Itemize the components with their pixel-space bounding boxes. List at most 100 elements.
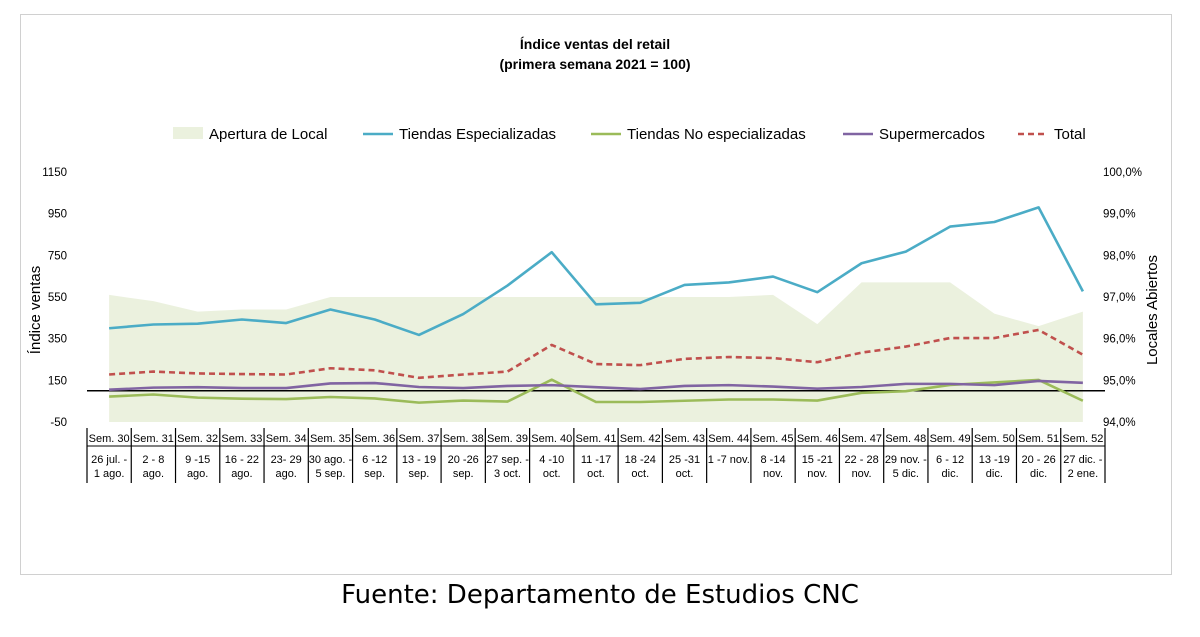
category-date-label: nov. — [852, 468, 872, 480]
category-week-label: Sem. 44 — [708, 433, 749, 445]
category-date-label: nov. — [807, 468, 827, 480]
series-line-total — [109, 328, 1084, 380]
y2-tick-label: 96,0% — [1103, 334, 1136, 346]
chart-frame: Índice ventas del retail (primera semana… — [20, 14, 1172, 575]
category-date-label: dic. — [1030, 468, 1047, 480]
y-tick-label: 950 — [48, 209, 67, 221]
category-week-label: Sem. 34 — [266, 433, 307, 445]
category-date-label: oct. — [631, 468, 649, 480]
category-date-label: 13 - 19 — [402, 454, 436, 466]
category-week-label: Sem. 36 — [354, 433, 395, 445]
chart-title: Índice ventas del retail — [520, 36, 670, 52]
category-date-label: ago. — [275, 468, 296, 480]
y-tick-label: 350 — [48, 334, 67, 346]
category-date-label: 8 -14 — [761, 454, 786, 466]
category-week-label: Sem. 40 — [531, 433, 572, 445]
category-date-label: 20 -26 — [448, 454, 479, 466]
category-week-label: Sem. 30 — [89, 433, 130, 445]
category-date-label: 6 -12 — [362, 454, 387, 466]
category-date-label: oct. — [543, 468, 561, 480]
y2-tick-label: 95,0% — [1103, 375, 1136, 387]
category-week-label: Sem. 43 — [664, 433, 705, 445]
legend-label-tiendas-no-especializadas: Tiendas No especializadas — [627, 126, 806, 143]
y-tick-label: -50 — [50, 417, 67, 429]
category-week-label: Sem. 31 — [133, 433, 174, 445]
category-week-label: Sem. 49 — [930, 433, 971, 445]
category-date-label: dic. — [942, 468, 959, 480]
category-week-label: Sem. 51 — [1018, 433, 1059, 445]
category-week-label: Sem. 46 — [797, 433, 838, 445]
category-date-label: 3 oct. — [494, 468, 521, 480]
category-week-label: Sem. 41 — [576, 433, 617, 445]
legend: Apertura de Local Tiendas Especializadas T… — [173, 126, 1086, 143]
category-date-label: 2 ene. — [1068, 468, 1099, 480]
category-date-label: 15 -21 — [802, 454, 833, 466]
legend-label-total: Total — [1054, 126, 1086, 143]
category-date-label: 9 -15 — [185, 454, 210, 466]
category-date-label: oct. — [587, 468, 605, 480]
source-caption: Fuente: Departamento de Estudios CNC — [341, 580, 859, 610]
y2-tick-label: 98,0% — [1103, 250, 1136, 262]
category-date-label: 30 ago. - — [309, 454, 353, 466]
category-week-label: Sem. 39 — [487, 433, 528, 445]
y2-axis-title: Locales Abiertos — [1144, 255, 1161, 365]
category-date-label: 20 - 26 — [1021, 454, 1055, 466]
y2-tick-label: 99,0% — [1103, 209, 1136, 221]
category-date-label: 2 - 8 — [142, 454, 164, 466]
category-date-label: 22 - 28 — [844, 454, 878, 466]
category-date-label: 1 ago. — [94, 468, 125, 480]
category-date-label: ago. — [231, 468, 252, 480]
y-axis-left: 1150 950 750 550 350 150 -50 — [42, 167, 67, 429]
category-week-label: Sem. 47 — [841, 433, 882, 445]
y-axis-title: Índice ventas — [27, 266, 44, 354]
y2-tick-label: 97,0% — [1103, 292, 1136, 304]
category-date-label: 13 -19 — [979, 454, 1010, 466]
category-date-label: 5 sep. — [315, 468, 345, 480]
y-tick-label: 1150 — [42, 167, 67, 179]
category-date-label: 27 dic. - — [1063, 454, 1102, 466]
category-date-label: ago. — [187, 468, 208, 480]
category-date-label: 4 -10 — [539, 454, 564, 466]
category-date-label: 27 sep. - — [486, 454, 529, 466]
category-week-label: Sem. 52 — [1062, 433, 1103, 445]
category-date-label: 5 dic. — [893, 468, 919, 480]
legend-label-tiendas-especializadas: Tiendas Especializadas — [399, 126, 556, 143]
y-tick-label: 750 — [48, 250, 67, 262]
category-week-label: Sem. 42 — [620, 433, 661, 445]
category-week-label: Sem. 38 — [443, 433, 484, 445]
category-date-label: nov. — [763, 468, 783, 480]
series-line-supermercados — [109, 379, 1083, 392]
legend-label-supermercados: Supermercados — [879, 126, 985, 143]
y2-tick-label: 100,0% — [1103, 167, 1142, 179]
category-date-label: oct. — [676, 468, 694, 480]
category-date-label: 18 -24 — [625, 454, 656, 466]
chart-svg: Índice ventas del retail (primera semana… — [27, 36, 1161, 483]
category-week-label: Sem. 35 — [310, 433, 351, 445]
category-date-label: 1 -7 nov. — [708, 454, 750, 466]
category-week-label: Sem. 50 — [974, 433, 1015, 445]
category-week-label: Sem. 33 — [221, 433, 262, 445]
category-week-label: Sem. 48 — [885, 433, 926, 445]
category-date-label: ago. — [143, 468, 164, 480]
category-date-label: 23- 29 — [271, 454, 302, 466]
category-date-label: 25 -31 — [669, 454, 700, 466]
y2-tick-label: 94,0% — [1103, 417, 1136, 429]
series-line-tiendas-especializadas — [109, 206, 1085, 337]
lines-layer — [87, 206, 1105, 404]
category-date-label: sep. — [409, 468, 430, 480]
y-tick-label: 550 — [48, 292, 67, 304]
category-date-label: 11 -17 — [581, 454, 611, 466]
series-line-tiendas-no-especializadas — [109, 378, 1084, 404]
category-date-label: 6 - 12 — [936, 454, 964, 466]
y-axis-right: 100,0% 99,0% 98,0% 97,0% 96,0% 95,0% 94,0% — [1103, 167, 1142, 429]
category-date-label: 29 nov. - — [885, 454, 927, 466]
legend-swatch-apertura-de-local — [173, 127, 203, 139]
y-tick-label: 150 — [48, 375, 67, 387]
chart-subtitle: (primera semana 2021 = 100) — [499, 56, 690, 72]
category-date-label: sep. — [453, 468, 474, 480]
category-week-label: Sem. 37 — [398, 433, 439, 445]
category-date-label: sep. — [364, 468, 385, 480]
category-date-label: dic. — [986, 468, 1003, 480]
category-date-label: 16 - 22 — [225, 454, 259, 466]
category-date-label: 26 jul. - — [91, 454, 127, 466]
